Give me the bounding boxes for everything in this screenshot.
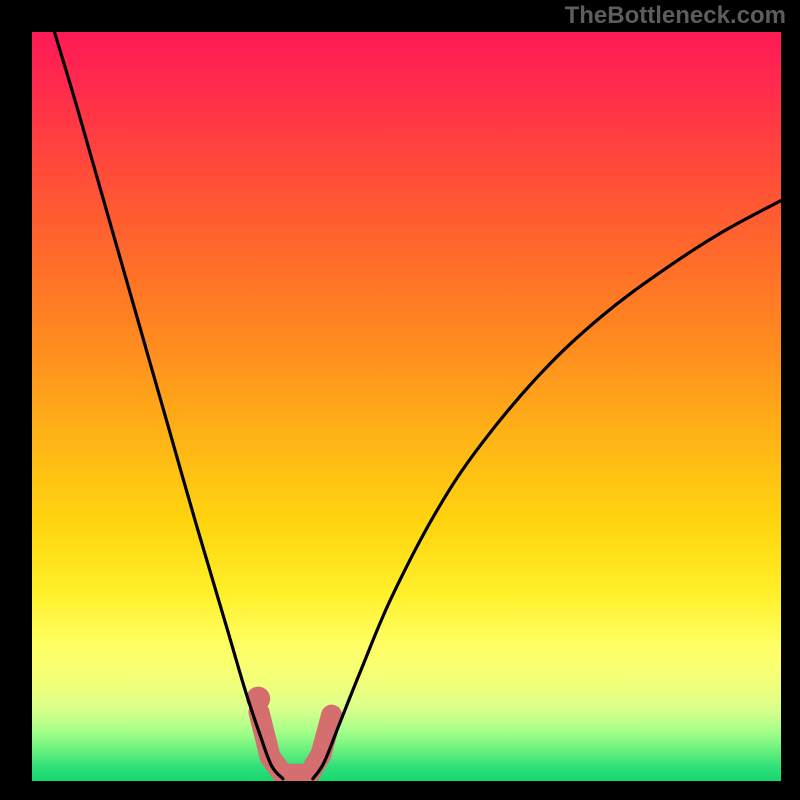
chart-container: TheBottleneck.com [0, 0, 800, 800]
plot-area [32, 32, 781, 781]
plot-background [32, 32, 781, 781]
watermark-text: TheBottleneck.com [565, 2, 786, 30]
